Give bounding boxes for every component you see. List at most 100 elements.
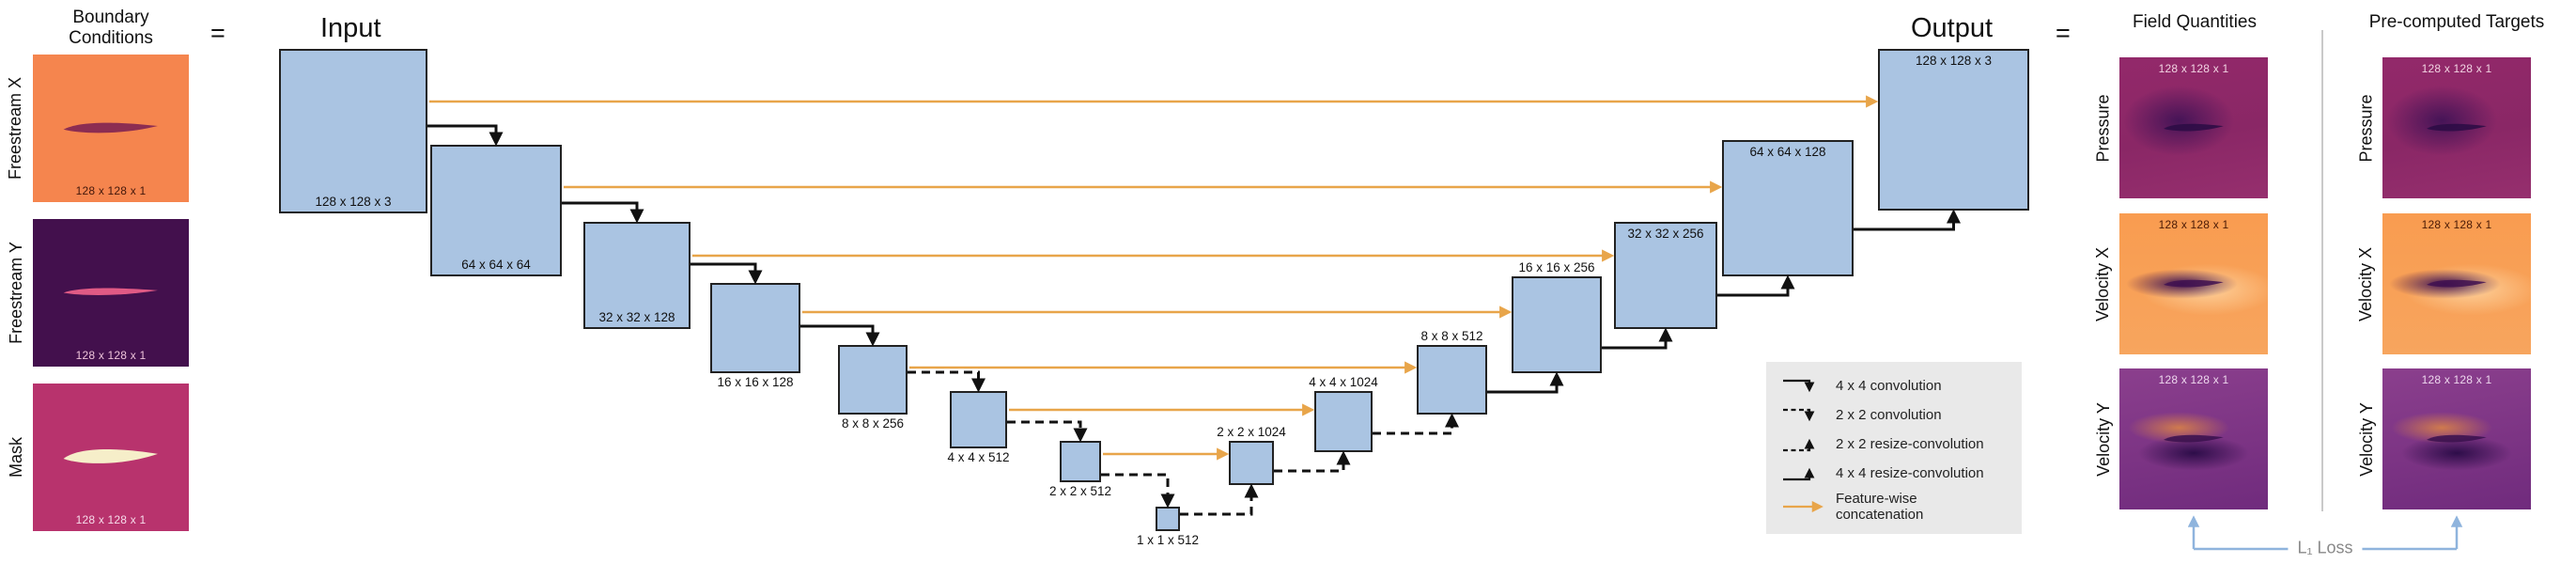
field-quantities-row-label: Velocity Y	[2089, 368, 2118, 509]
result-row-label-text: Velocity X	[2356, 246, 2376, 321]
unet-box-size-label: 2 x 2 x 1024	[1217, 425, 1286, 439]
unet-box-14: 128 x 128 x 3	[1878, 49, 2029, 211]
unet-box-size-label: 32 x 32 x 256	[1627, 227, 1704, 241]
boundary-row-label: Mask	[0, 384, 32, 531]
legend-item: 2 x 2 convolution	[1779, 403, 2009, 428]
result-row-label-text: Velocity Y	[2093, 401, 2113, 477]
legend-item: 2 x 2 resize-convolution	[1779, 432, 2009, 457]
output-title: Output	[1911, 13, 1994, 43]
legend-icon-dashed-down	[1783, 408, 1815, 421]
field-quantities-pressure: 128 x 128 x 1	[2119, 57, 2268, 198]
legend-icon-dashed-up	[1783, 438, 1815, 451]
boundary-image-freestream-y: 128 x 128 x 1	[33, 219, 189, 367]
unet-box-11: 16 x 16 x 256	[1512, 260, 1602, 373]
unet-box-size-label: 32 x 32 x 128	[598, 310, 675, 324]
legend-item: Feature-wise concatenation	[1779, 491, 2009, 523]
unet-box-3: 16 x 16 x 128	[710, 283, 800, 389]
airfoil-shape	[2164, 123, 2224, 132]
boundary-title-line1: Boundary	[72, 8, 149, 27]
unet-box-size-label: 4 x 4 x 512	[947, 450, 1010, 464]
legend-item-label: 2 x 2 convolution	[1836, 407, 1942, 423]
unet-box-12: 32 x 32 x 256	[1614, 222, 1717, 329]
precomputed-targets-row-label: Velocity X	[2352, 213, 2381, 354]
legend-item-label: 4 x 4 resize-convolution	[1836, 465, 1984, 481]
unet-box-7: 1 x 1 x 512	[1137, 507, 1199, 547]
image-size-label: 128 x 128 x 1	[2421, 218, 2492, 231]
field-quantities-title: Field Quantities	[2132, 12, 2257, 32]
unet-box-13: 64 x 64 x 128	[1722, 140, 1854, 276]
airfoil-shape	[63, 122, 159, 133]
legend-box: 4 x 4 convolution 2 x 2 convolution 2 x 2 …	[1766, 362, 2022, 534]
airfoil-shape	[2427, 434, 2487, 443]
result-row-label-text: Pressure	[2356, 93, 2376, 163]
field-quantities-velocity-x: 128 x 128 x 1	[2119, 213, 2268, 354]
unet-box-size-label: 16 x 16 x 256	[1518, 260, 1595, 274]
boundary-title-line2: Conditions	[69, 28, 153, 48]
unet-box-size-label: 64 x 64 x 128	[1749, 145, 1826, 159]
airfoil-shape	[63, 449, 159, 464]
legend-icon-concat	[1783, 500, 1823, 512]
precomputed-targets-velocity-x: 128 x 128 x 1	[2382, 213, 2531, 354]
airfoil-shape	[2164, 434, 2224, 443]
result-row-label-text: Velocity Y	[2356, 401, 2376, 477]
airfoil-shape	[2427, 279, 2487, 288]
airfoil-shape	[2427, 123, 2487, 132]
precomputed-targets-row-label: Pressure	[2352, 57, 2381, 198]
airfoil-shape	[2164, 279, 2224, 288]
legend-item-label: Feature-wise concatenation	[1835, 490, 1924, 523]
unet-box-size-label: 128 x 128 x 3	[315, 195, 392, 209]
field-quantities-velocity-y: 128 x 128 x 1	[2119, 368, 2268, 509]
unet-box-size-label: 8 x 8 x 256	[841, 416, 905, 431]
precomputed-targets-velocity-y: 128 x 128 x 1	[2382, 368, 2531, 509]
boundary-image-freestream-x: 128 x 128 x 1	[33, 55, 189, 202]
legend-icon-solid-down	[1783, 379, 1815, 392]
boundary-image-mask: 128 x 128 x 1	[33, 384, 189, 531]
unet-box-size-label: 4 x 4 x 1024	[1309, 375, 1378, 389]
image-size-label: 128 x 128 x 1	[2158, 218, 2229, 231]
boundary-conditions-title: Boundary Conditions	[33, 8, 189, 49]
boundary-row-label: Freestream Y	[0, 219, 32, 367]
unet-box-1: 64 x 64 x 64	[430, 145, 562, 276]
legend-item: 4 x 4 resize-convolution	[1779, 462, 2009, 486]
boundary-row-label-text: Mask	[6, 436, 25, 478]
field-quantities-row-label: Pressure	[2089, 57, 2118, 198]
unet-box-size-label: 64 x 64 x 64	[461, 258, 531, 272]
legend-icon-solid-up	[1783, 467, 1815, 480]
unet-box-2: 32 x 32 x 128	[583, 222, 691, 329]
equals-sign-right: =	[2056, 19, 2071, 47]
column-divider	[2321, 30, 2323, 511]
unet-box-size-label: 128 x 128 x 3	[1915, 54, 1993, 68]
precomputed-targets-title: Pre-computed Targets	[2368, 12, 2545, 32]
boundary-row-label-text: Freestream Y	[6, 242, 25, 344]
boundary-row-label: Freestream X	[0, 55, 32, 202]
unet-box-4: 8 x 8 x 256	[838, 345, 908, 431]
unet-box-8: 2 x 2 x 1024	[1217, 425, 1286, 485]
image-size-label: 128 x 128 x 1	[2421, 373, 2492, 386]
input-title: Input	[320, 13, 381, 43]
precomputed-targets-pressure: 128 x 128 x 1	[2382, 57, 2531, 198]
unet-box-10: 8 x 8 x 512	[1417, 329, 1487, 415]
legend-item-label: 4 x 4 convolution	[1836, 378, 1942, 394]
result-row-label-text: Velocity X	[2093, 246, 2113, 321]
field-quantities-row-label: Velocity X	[2089, 213, 2118, 354]
unet-box-size-label: 16 x 16 x 128	[717, 375, 794, 389]
unet-box-5: 4 x 4 x 512	[947, 391, 1010, 464]
legend-item-label: 2 x 2 resize-convolution	[1836, 436, 1984, 452]
result-row-label-text: Pressure	[2093, 93, 2113, 163]
unet-box-size-label: 8 x 8 x 512	[1420, 329, 1483, 343]
precomputed-targets-row-label: Velocity Y	[2352, 368, 2381, 509]
image-size-label: 128 x 128 x 1	[75, 513, 147, 526]
unet-box-size-label: 1 x 1 x 512	[1136, 533, 1200, 547]
unet-box-6: 2 x 2 x 512	[1049, 441, 1111, 498]
loss-label: L₁ Loss	[2288, 537, 2363, 559]
image-size-label: 128 x 128 x 1	[2158, 62, 2229, 75]
image-size-label: 128 x 128 x 1	[75, 349, 147, 362]
boundary-row-label-text: Freestream X	[6, 76, 25, 180]
equals-sign-left: =	[210, 19, 225, 47]
image-size-label: 128 x 128 x 1	[2421, 62, 2492, 75]
unet-box-9: 4 x 4 x 1024	[1309, 375, 1378, 452]
unet-box-size-label: 2 x 2 x 512	[1048, 484, 1112, 498]
airfoil-shape	[63, 288, 159, 296]
image-size-label: 128 x 128 x 1	[2158, 373, 2229, 386]
